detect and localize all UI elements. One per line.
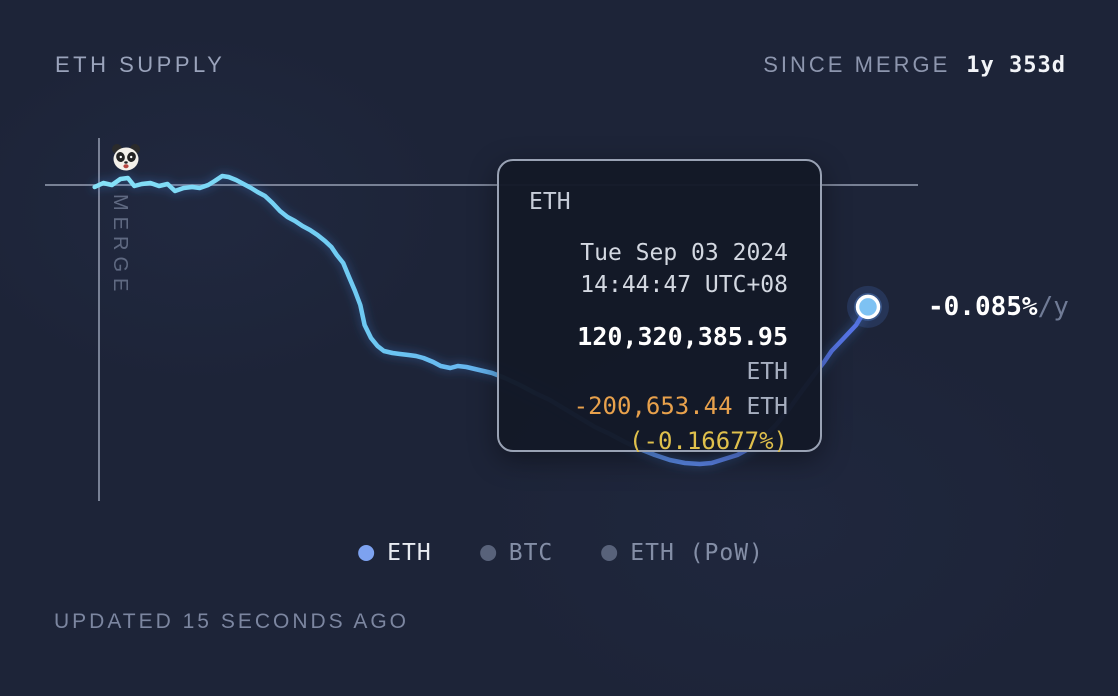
panda-icon: [112, 144, 140, 171]
chart-legend: ETH BTC ETH (PoW): [358, 540, 764, 566]
legend-item-eth-pow[interactable]: ETH (PoW): [601, 540, 764, 566]
last-updated-text: UPDATED 15 SECONDS AGO: [54, 610, 410, 633]
chart-tooltip: ETH Tue Sep 03 2024 14:44:47 UTC+08 120,…: [497, 159, 822, 455]
tooltip-series-name: ETH: [529, 189, 571, 215]
tooltip-supply-value: 120,320,385.95: [577, 322, 788, 351]
legend-label-eth: ETH: [387, 540, 432, 566]
btc-dot-icon: [479, 545, 496, 561]
tooltip-supply-row: 120,320,385.95 ETH: [529, 321, 788, 390]
eth-supply-line: [92, 173, 871, 467]
legend-label-btc: BTC: [508, 540, 554, 566]
tooltip-delta-unit: ETH: [746, 394, 788, 420]
tooltip-supply-unit: ETH: [746, 359, 788, 385]
range-value: 1y 353d: [966, 53, 1066, 78]
annual-rate-unit: /y: [1037, 292, 1069, 322]
tooltip-time: 14:44:47 UTC+08: [580, 272, 788, 298]
legend-label-eth-pow: ETH (PoW): [630, 540, 764, 566]
tooltip-date: Tue Sep 03 2024: [580, 240, 788, 266]
eth-pow-dot-icon: [601, 545, 618, 561]
range-label: SINCE MERGE: [763, 52, 951, 77]
page-title: ETH SUPPLY: [55, 52, 226, 77]
annual-rate-value: -0.085%: [928, 292, 1038, 322]
legend-item-btc[interactable]: BTC: [479, 540, 554, 566]
since-merge-toggle[interactable]: SINCE MERGE 1y 353d: [763, 52, 1066, 78]
legend-item-eth[interactable]: ETH: [358, 540, 432, 566]
annual-rate-label: -0.085%/y: [928, 292, 1069, 322]
tooltip-delta-row: -200,653.44 ETH: [529, 390, 788, 425]
eth-dot-icon: [358, 545, 375, 561]
endpoint-dot: [847, 285, 889, 328]
tooltip-delta-pct: (-0.16677%): [629, 427, 788, 455]
tooltip-delta-value: -200,653.44: [573, 392, 733, 420]
merge-axis-label: MERGE: [109, 194, 131, 298]
